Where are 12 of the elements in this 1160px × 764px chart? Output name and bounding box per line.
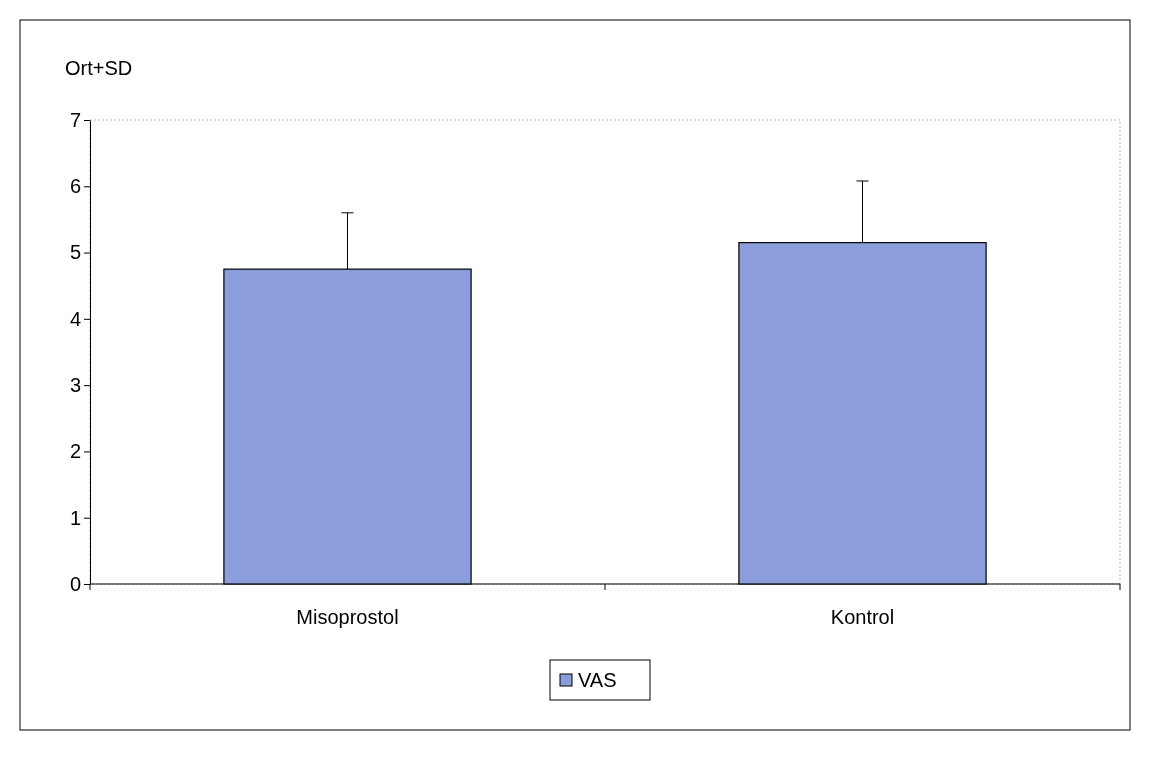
y-tick-label: 6 xyxy=(69,175,81,198)
y-tick-label: 3 xyxy=(69,374,81,397)
y-axis-title: Ort+SD xyxy=(65,57,133,79)
y-tick-label: 1 xyxy=(69,506,81,529)
legend-label: VAS xyxy=(578,669,617,691)
y-tick-label: 0 xyxy=(69,572,81,595)
y-tick-label: 7 xyxy=(69,108,81,131)
x-tick-label: Misoprostol xyxy=(296,606,399,628)
y-tick-label: 5 xyxy=(69,241,81,264)
x-tick-label: Kontrol xyxy=(830,606,895,628)
y-tick-label: 2 xyxy=(69,440,81,463)
y-tick-label: 4 xyxy=(69,307,81,330)
